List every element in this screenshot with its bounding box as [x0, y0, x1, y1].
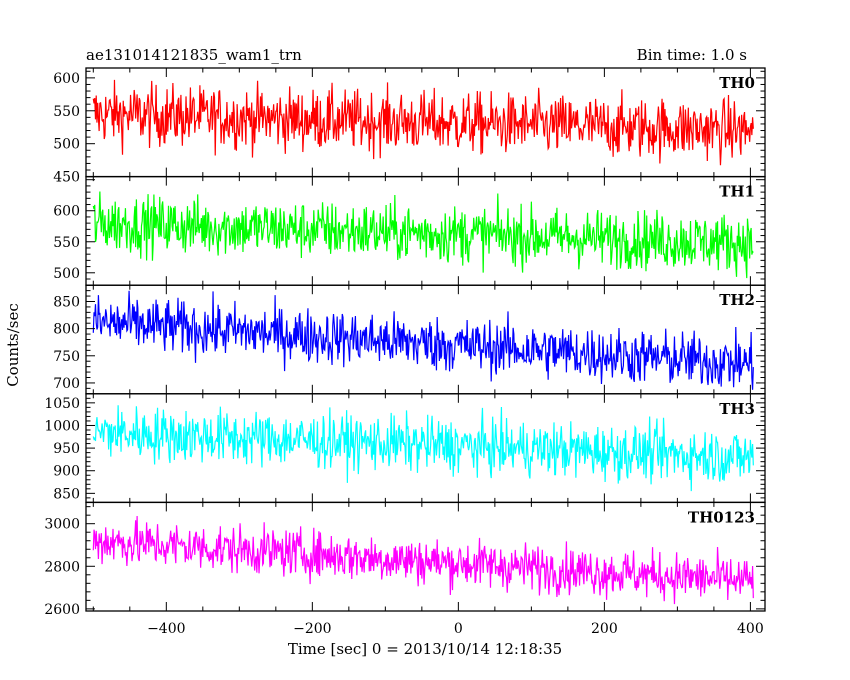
- y-tick-label: 550: [53, 104, 80, 120]
- panel-label: TH3: [719, 400, 755, 418]
- panel-th0: 450 500 550 600 TH0: [53, 67, 766, 186]
- x-tick-label: 0: [454, 621, 463, 637]
- chart-title: ae131014121835_wam1_trn: [86, 46, 302, 64]
- x-tick-label: −400: [147, 621, 185, 637]
- series-line-th3: [92, 405, 754, 492]
- panel-label: TH0: [719, 74, 755, 92]
- panel-th0123: 2600 2800 3000 TH0123: [44, 501, 766, 618]
- y-tick-label: 450: [53, 170, 80, 186]
- series-line-th0123: [92, 516, 754, 605]
- y-tick-label: 950: [53, 441, 80, 457]
- panel-label: TH0123: [688, 508, 755, 526]
- y-axis-label: Counts/sec: [4, 303, 22, 387]
- bin-time-label: Bin time: 1.0 s: [637, 46, 747, 64]
- y-tick-label: 1000: [44, 418, 80, 434]
- y-tick-label: 500: [53, 137, 80, 153]
- panels-group: 450 500 550 600 TH0 500 550 600 TH1 700 750 800 850 T…: [44, 67, 766, 637]
- y-tick-label: 500: [53, 266, 80, 282]
- panel-label: TH2: [719, 291, 755, 309]
- series-line-th2: [92, 290, 754, 390]
- x-axis-label: Time [sec] 0 = 2013/10/14 12:18:35: [288, 640, 562, 658]
- y-tick-label: 750: [53, 349, 80, 365]
- panel-label: TH1: [719, 183, 755, 201]
- y-tick-label: 700: [53, 376, 80, 392]
- panel-th2: 700 750 800 850 TH2: [53, 284, 766, 395]
- y-tick-label: 600: [53, 71, 80, 87]
- panel-th3: 850 900 950 1000 1050 TH3: [44, 393, 766, 504]
- y-tick-label: 850: [53, 486, 80, 502]
- y-tick-label: 2800: [44, 559, 80, 575]
- y-tick-label: 3000: [44, 517, 80, 533]
- panel-frame: [85, 501, 766, 612]
- series-line-th0: [92, 79, 754, 166]
- y-tick-label: 550: [53, 235, 80, 251]
- y-tick-label: 850: [53, 294, 80, 310]
- panel-th1: 500 550 600 TH1: [53, 175, 766, 286]
- y-tick-label: 2600: [44, 602, 80, 618]
- y-tick-label: 600: [53, 204, 80, 220]
- x-tick-label: 400: [737, 621, 764, 637]
- y-tick-label: 800: [53, 322, 80, 338]
- series-line-th1: [92, 191, 754, 279]
- y-tick-label: 900: [53, 464, 80, 480]
- y-tick-label: 1050: [44, 396, 80, 412]
- x-tick-label: 200: [591, 621, 618, 637]
- x-tick-label: −200: [293, 621, 331, 637]
